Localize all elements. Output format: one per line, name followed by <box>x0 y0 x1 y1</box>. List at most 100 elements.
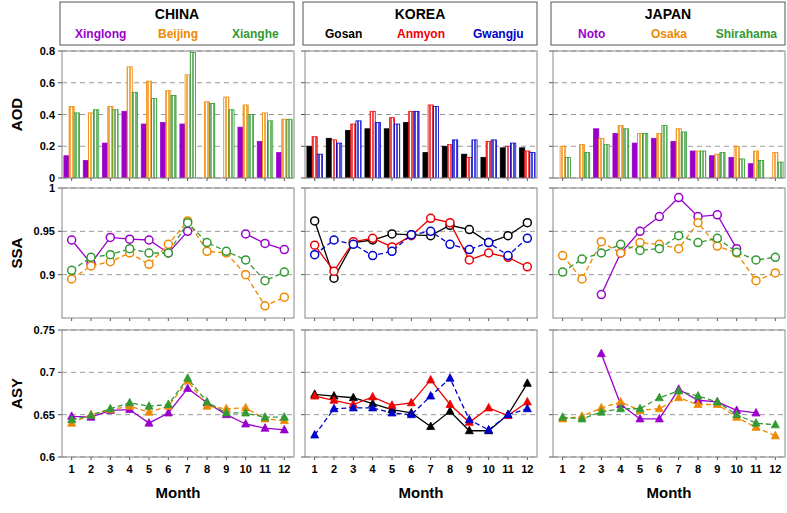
grid-line <box>553 274 785 275</box>
marker <box>523 404 531 412</box>
bar <box>210 103 215 178</box>
data-group <box>307 105 535 178</box>
bar <box>356 121 361 178</box>
marker <box>203 247 211 255</box>
grid-line <box>305 372 537 373</box>
y-tick <box>301 146 305 147</box>
bar <box>428 105 433 178</box>
y-tick <box>58 188 62 189</box>
x-tick-label: 2 <box>579 463 585 475</box>
marker <box>655 213 663 221</box>
bar <box>472 140 477 178</box>
marker <box>578 275 586 283</box>
x-tick-label: 2 <box>88 463 94 475</box>
marker <box>311 241 319 249</box>
bar <box>511 143 516 178</box>
bar <box>739 159 744 178</box>
marker <box>636 227 644 235</box>
y-axis-label: SSA <box>8 237 25 268</box>
bar <box>238 127 243 178</box>
legend-entry: Gwangju <box>473 27 524 41</box>
y-tick <box>549 146 553 147</box>
bar <box>442 146 447 178</box>
y-tick <box>549 188 553 189</box>
x-tick-label: 1 <box>312 463 318 475</box>
x-tick-label: 2 <box>331 463 337 475</box>
grid-line <box>553 114 785 115</box>
data-group <box>560 126 783 178</box>
marker <box>369 392 377 400</box>
x-tick-label: 4 <box>618 463 625 475</box>
marker <box>388 408 396 416</box>
marker <box>145 249 153 257</box>
header: CHINAXinglongBeijingXianghe <box>60 2 294 45</box>
marker <box>184 219 192 227</box>
y-tick <box>58 231 62 232</box>
title: CHINA <box>155 6 199 22</box>
marker <box>145 419 153 427</box>
marker <box>485 249 493 257</box>
y-tick <box>58 146 62 147</box>
header: KOREAGosanAnmyonGwangju <box>303 2 537 45</box>
marker <box>330 236 338 244</box>
bar <box>657 134 662 178</box>
bar <box>262 113 267 178</box>
marker <box>485 239 493 247</box>
bar <box>462 154 467 178</box>
marker <box>126 235 134 243</box>
bar <box>618 126 623 178</box>
bar <box>146 81 151 178</box>
plot-frame <box>62 330 294 457</box>
bar <box>229 110 234 178</box>
bar <box>579 145 584 178</box>
bar <box>152 99 157 178</box>
marker <box>145 236 153 244</box>
panel: KOREAGosanAnmyonGwangju <box>301 2 537 181</box>
marker <box>164 400 172 408</box>
marker <box>222 247 230 255</box>
plot-frame <box>553 330 785 457</box>
y-tick <box>58 178 62 179</box>
marker <box>242 419 250 427</box>
grid-line <box>553 146 785 147</box>
x-tick-label: 8 <box>204 463 210 475</box>
y-axis-label: ASY <box>8 378 25 409</box>
data-group <box>311 214 532 282</box>
x-tick-label: 4 <box>127 463 134 475</box>
x-tick-label: 12 <box>769 463 781 475</box>
marker <box>106 405 114 413</box>
marker <box>184 227 192 235</box>
bar <box>224 97 229 178</box>
bar <box>346 130 351 178</box>
marker <box>369 252 377 260</box>
x-tick-label: 11 <box>259 463 271 475</box>
marker <box>713 211 721 219</box>
x-tick-label: 9 <box>466 463 472 475</box>
marker <box>349 240 357 248</box>
marker <box>106 233 114 241</box>
y-tick <box>301 330 305 331</box>
bar <box>423 153 428 178</box>
x-tick-label: 5 <box>637 463 643 475</box>
series-line <box>315 218 528 271</box>
marker <box>465 226 473 234</box>
marker <box>280 268 288 276</box>
title: KOREA <box>395 6 446 22</box>
marker <box>523 379 531 387</box>
bar <box>491 140 496 178</box>
y-tick-label: 0.9 <box>40 269 55 281</box>
bar <box>74 113 79 178</box>
y-tick <box>301 188 305 189</box>
plot-area <box>553 330 785 457</box>
plot-frame <box>305 188 537 318</box>
marker <box>597 238 605 246</box>
panel <box>549 188 785 321</box>
y-tick <box>301 82 305 83</box>
bar <box>715 154 720 178</box>
y-tick <box>549 372 553 373</box>
legend-entry: Xianghe <box>232 27 279 41</box>
bar <box>312 137 317 178</box>
y-tick <box>301 231 305 232</box>
marker <box>311 217 319 225</box>
header-box <box>60 2 294 45</box>
